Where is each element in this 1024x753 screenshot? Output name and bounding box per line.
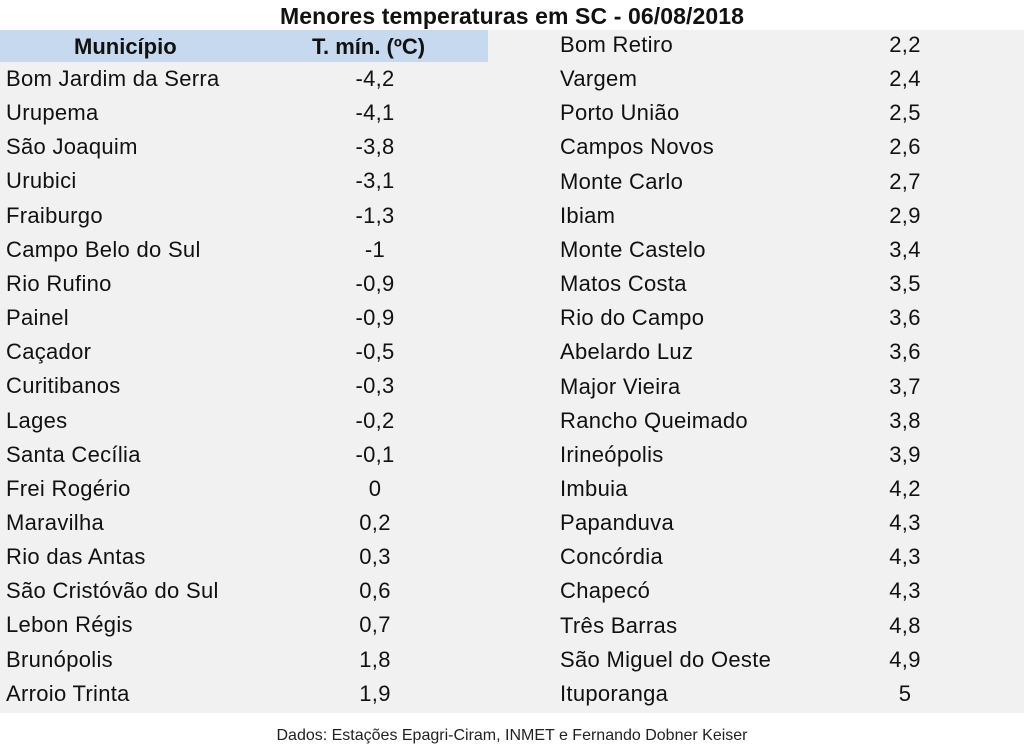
row-municipio: Rio das Antas — [6, 544, 146, 570]
row-municipio: São Miguel do Oeste — [560, 646, 772, 672]
row-municipio: Bom Retiro — [560, 32, 674, 57]
row-municipio: Arroio Trinta — [6, 680, 130, 706]
row-temperature: -3,8 — [355, 134, 395, 160]
row-municipio: Frei Rogério — [6, 475, 131, 501]
row-temperature: 3,7 — [889, 373, 921, 399]
row-temperature: -0,9 — [355, 270, 395, 296]
row-municipio: Monte Castelo — [560, 236, 706, 262]
row-municipio: Concórdia — [560, 544, 663, 570]
row-temperature: -0,9 — [355, 305, 395, 331]
row-municipio: Abelardo Luz — [560, 339, 694, 365]
row-temperature: -0,3 — [355, 373, 395, 399]
row-temperature: -0,5 — [355, 339, 395, 365]
header-band — [0, 30, 488, 62]
row-municipio: Rancho Queimado — [560, 407, 748, 433]
page-title: Menores temperaturas em SC - 06/08/2018 — [279, 3, 745, 29]
row-municipio: São Cristóvão do Sul — [6, 578, 219, 604]
row-municipio: Vargem — [560, 66, 638, 92]
row-municipio: Três Barras — [560, 612, 678, 638]
row-temperature: 4,3 — [889, 578, 921, 604]
row-municipio: Rio Rufino — [6, 270, 112, 296]
row-municipio: Fraiburgo — [6, 202, 103, 228]
row-municipio: Porto União — [560, 100, 680, 126]
row-municipio: Maravilha — [6, 509, 105, 535]
row-temperature: 2,4 — [889, 66, 921, 92]
row-temperature: 4,9 — [889, 646, 921, 672]
row-municipio: Campos Novos — [560, 134, 714, 160]
row-municipio: São Joaquim — [6, 134, 138, 160]
row-temperature: 3,6 — [889, 339, 921, 365]
row-temperature: -0,2 — [355, 407, 395, 433]
row-municipio: Imbuia — [560, 475, 628, 501]
row-municipio: Caçador — [6, 339, 92, 365]
row-municipio: Irineópolis — [560, 441, 664, 467]
row-temperature: -3,1 — [355, 168, 395, 194]
row-temperature: 1,9 — [359, 680, 391, 706]
source-footnote: Dados: Estações Epagri-Ciram, INMET e Fe… — [276, 727, 748, 744]
row-municipio: Painel — [6, 305, 69, 331]
row-temperature: 0,3 — [359, 544, 391, 570]
row-temperature: -1 — [364, 236, 386, 262]
row-municipio: Brunópolis — [6, 646, 113, 672]
row-temperature: 3,6 — [889, 305, 921, 331]
row-municipio: Matos Costa — [560, 271, 687, 297]
row-municipio: Rio do Campo — [560, 305, 705, 331]
row-temperature: 3,8 — [889, 407, 921, 433]
row-municipio: Ibiam — [560, 202, 616, 228]
row-temperature: 4,3 — [889, 544, 921, 570]
row-temperature: 5 — [898, 680, 912, 706]
row-municipio: Lages — [6, 407, 68, 433]
row-municipio: Curitibanos — [6, 373, 121, 399]
column-header-tmin: T. mín. (ºC) — [312, 34, 426, 59]
row-temperature: 0,7 — [359, 612, 391, 638]
row-municipio: Papanduva — [560, 510, 675, 536]
row-temperature: 4,8 — [889, 612, 921, 638]
row-temperature: -4,1 — [355, 100, 395, 126]
row-temperature: 2,9 — [889, 202, 921, 228]
row-temperature: -0,1 — [355, 441, 395, 467]
row-temperature: 3,9 — [889, 441, 921, 467]
row-temperature: 3,5 — [889, 271, 921, 297]
row-municipio: Bom Jardim da Serra — [6, 66, 220, 91]
row-temperature: -1,3 — [355, 202, 395, 228]
row-municipio: Ituporanga — [560, 680, 669, 706]
row-temperature: 4,3 — [889, 510, 921, 536]
row-municipio: Urubici — [6, 168, 77, 194]
row-temperature: 2,7 — [889, 168, 921, 194]
row-municipio: Monte Carlo — [560, 168, 684, 194]
row-temperature: 0 — [368, 475, 382, 501]
row-temperature: 2,5 — [889, 100, 921, 126]
row-temperature: 0,2 — [359, 509, 391, 535]
column-header-municipio: Município — [74, 34, 177, 59]
row-temperature: 1,8 — [359, 646, 391, 672]
row-temperature: 4,2 — [889, 475, 921, 501]
row-municipio: Santa Cecília — [6, 441, 141, 467]
row-temperature: 3,4 — [889, 236, 921, 262]
row-municipio: Chapecó — [560, 578, 651, 604]
row-municipio: Lebon Régis — [6, 612, 133, 638]
row-temperature: 0,6 — [359, 578, 391, 604]
row-temperature: 2,6 — [889, 134, 921, 160]
temperature-table: Município T. mín. (ºC) Bom Jardim da Ser… — [0, 30, 1024, 713]
row-municipio: Urupema — [6, 100, 99, 126]
row-municipio: Campo Belo do Sul — [6, 236, 201, 262]
row-temperature: -4,2 — [355, 66, 395, 91]
row-temperature: 2,2 — [889, 32, 921, 57]
row-municipio: Major Vieira — [560, 373, 681, 399]
